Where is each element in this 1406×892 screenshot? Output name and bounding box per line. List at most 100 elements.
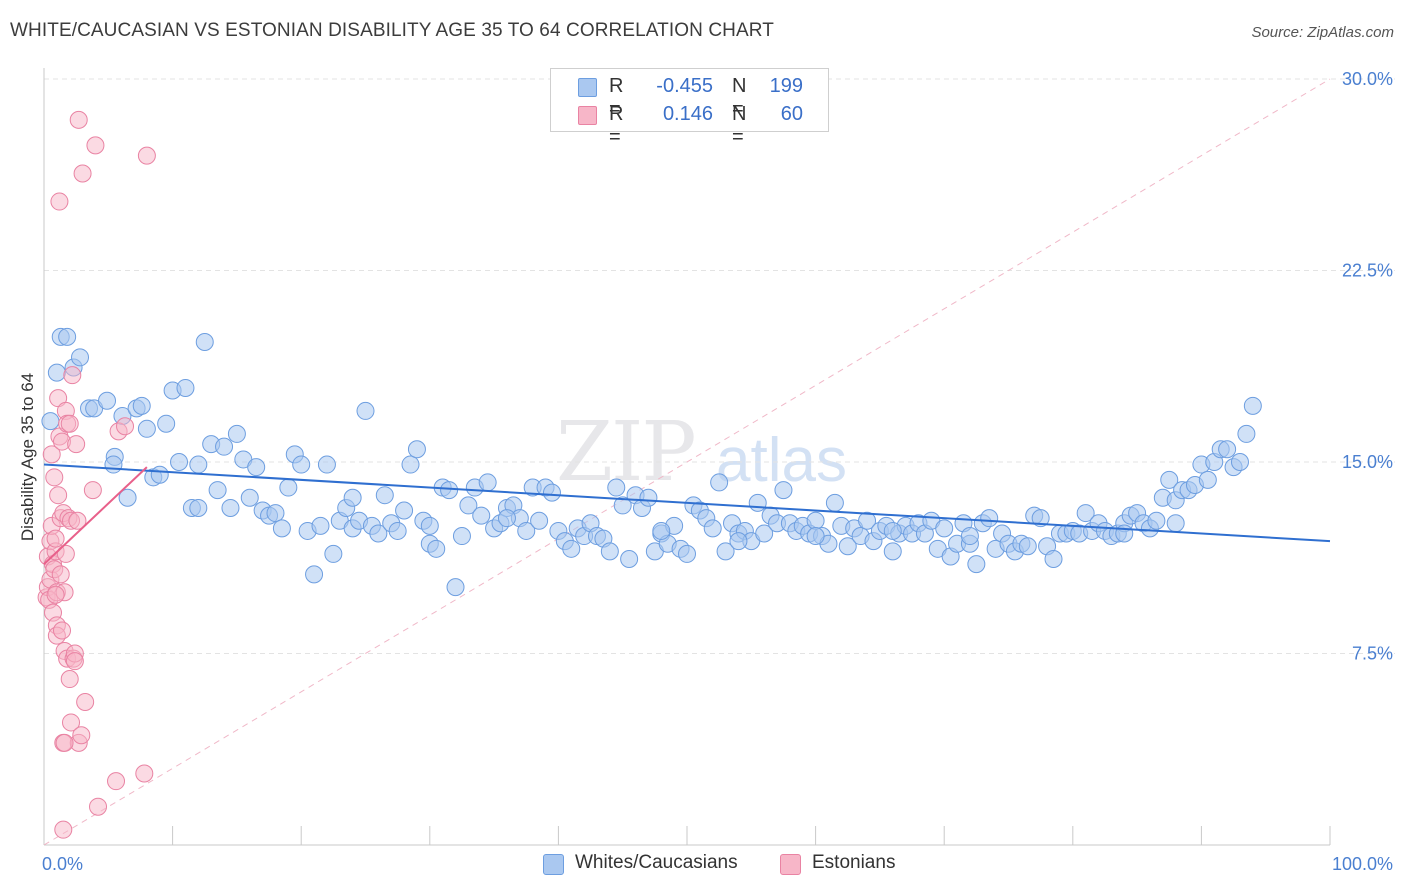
legend-swatch-estonians [578,106,597,125]
y-tick-labels: 7.5% 15.0% 22.5% 30.0% [1342,69,1393,664]
whites-point [620,550,639,569]
y-tick-label: 30.0% [1342,69,1393,89]
whites-point [1198,470,1217,489]
legend-n-value: 199 [769,75,803,97]
watermark-zip: ZIP [556,405,697,500]
whites-trend-line [43,463,1331,543]
whites-point [613,496,632,515]
estonians-point [76,693,95,712]
estonians-point [51,565,70,584]
whites-point [440,481,459,500]
whites-point [858,511,877,530]
whites-point [980,509,999,528]
whites-point [227,424,246,443]
whites-point [935,519,954,538]
estonians-point [55,733,74,752]
whites-points [41,327,1262,597]
whites-point [395,501,414,520]
whites-point [266,504,285,523]
legend-r-value: 0.146 [662,103,713,125]
bottom-legend-label-estonians: Estonians [812,852,896,873]
whites-point [170,453,189,471]
estonians-point [60,414,79,433]
whites-point [279,478,298,497]
estonians-point [53,621,72,640]
whites-point [1237,424,1256,443]
whites-point [305,565,324,584]
diagonal-reference [44,78,1331,845]
estonians-point [56,544,75,563]
whites-point [407,440,426,459]
whites-point [292,455,311,474]
whites-point [562,539,581,558]
whites-point [607,478,626,497]
whites-point [150,465,169,484]
whites-point [716,542,735,561]
whites-point [1018,537,1037,556]
whites-point [883,521,902,540]
whites-point [710,473,729,492]
whites-point [47,363,66,382]
bottom-legend-label-whites: Whites/Caucasians [575,852,738,873]
whites-point [678,544,696,563]
whites-point [1044,550,1063,569]
whites-point [1160,470,1179,489]
whites-point [967,555,986,574]
whites-point [472,506,491,525]
whites-point [530,511,549,530]
estonians-point [60,670,79,689]
legend-r-value: -0.455 [656,75,713,97]
estonians-point [46,529,65,548]
estonians-point [137,146,156,165]
whites-point [1218,440,1237,459]
whites-point [838,537,857,556]
estonians-point [72,726,91,745]
whites-point [883,542,902,561]
legend-n-value: 60 [780,103,803,125]
whites-point [542,483,561,502]
whites-point [1031,509,1050,528]
whites-point [317,455,336,474]
whites-point [104,455,123,474]
whites-point [639,488,658,507]
whites-point [132,396,151,415]
x-tick-labels: 0.0% 100.0% [42,854,1393,874]
whites-point [369,524,388,543]
y-tick-label: 7.5% [1352,644,1393,664]
estonians-point [67,435,86,454]
whites-point [806,511,825,530]
legend-n-label: N = [732,75,747,120]
whites-point [240,488,259,507]
whites-point [446,578,465,597]
whites-point [118,488,137,507]
estonians-point [69,110,88,129]
legend-r-label: R = [609,103,624,148]
whites-point [806,527,825,546]
whites-point [221,498,240,517]
y-tick-label: 22.5% [1342,261,1393,281]
whites-point [755,524,774,543]
whites-point [137,419,156,438]
legend-swatch-whites [578,78,597,97]
whites-point [478,473,497,492]
whites-point [1147,511,1166,530]
whites-point [729,532,748,551]
whites-point [420,516,439,535]
chart-title: WHITE/CAUCASIAN VS ESTONIAN DISABILITY A… [10,20,774,41]
estonians-point [50,192,69,211]
source-label: Source: ZipAtlas.com [1251,24,1394,41]
estonians-point [65,652,84,671]
estonians-points [37,110,156,839]
estonians-point [49,486,68,505]
y-tick-label: 15.0% [1342,452,1393,472]
legend-n-label: N = [732,103,747,148]
whites-point [311,516,330,535]
estonians-point [135,764,154,783]
whites-point [58,327,77,346]
estonians-trend-line [43,466,148,565]
bottom-legend-swatch-estonians [780,854,801,875]
whites-point [189,498,208,517]
estonians-point [46,585,65,604]
whites-point [497,509,516,528]
